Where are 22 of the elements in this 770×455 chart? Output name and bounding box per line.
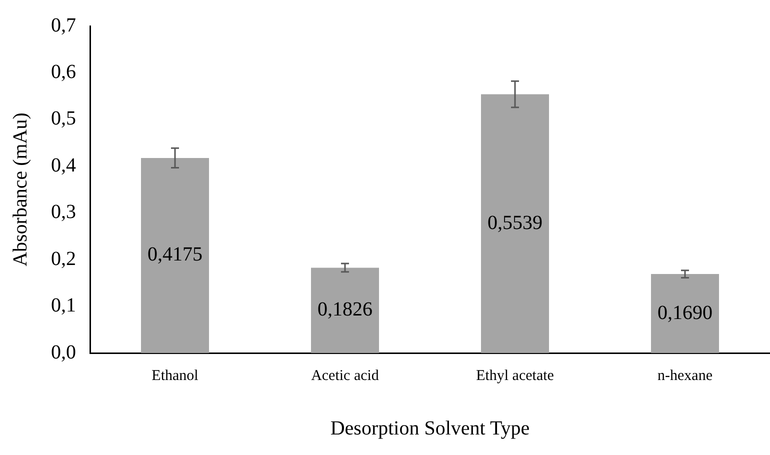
y-tick-label: 0,6	[51, 60, 76, 83]
x-tick-label: Acetic acid	[311, 368, 380, 384]
bar	[311, 268, 379, 353]
y-tick-label: 0,2	[51, 248, 76, 270]
data-label: 0,1690	[658, 302, 712, 324]
y-tick-label: 0,4	[51, 154, 76, 176]
bar	[141, 158, 209, 353]
x-tick-label: Ethyl acetate	[476, 368, 554, 384]
data-label: 0,5539	[488, 212, 542, 234]
x-tick-label: Ethanol	[152, 368, 198, 384]
bar	[481, 94, 549, 353]
y-tick-label: 0,7	[51, 14, 76, 36]
y-tick-label: 0,3	[51, 201, 76, 224]
data-label: 0,1826	[318, 298, 372, 321]
bar	[651, 274, 719, 353]
x-tick-label: n-hexane	[658, 368, 713, 384]
y-tick-label: 0,1	[51, 294, 76, 317]
data-label: 0,4175	[148, 244, 202, 266]
y-axis-title: Absorbance (mAu)	[9, 112, 32, 266]
y-tick-label: 0,5	[51, 108, 76, 130]
y-tick-label: 0,0	[51, 341, 76, 364]
x-axis-title: Desorption Solvent Type	[330, 417, 530, 440]
